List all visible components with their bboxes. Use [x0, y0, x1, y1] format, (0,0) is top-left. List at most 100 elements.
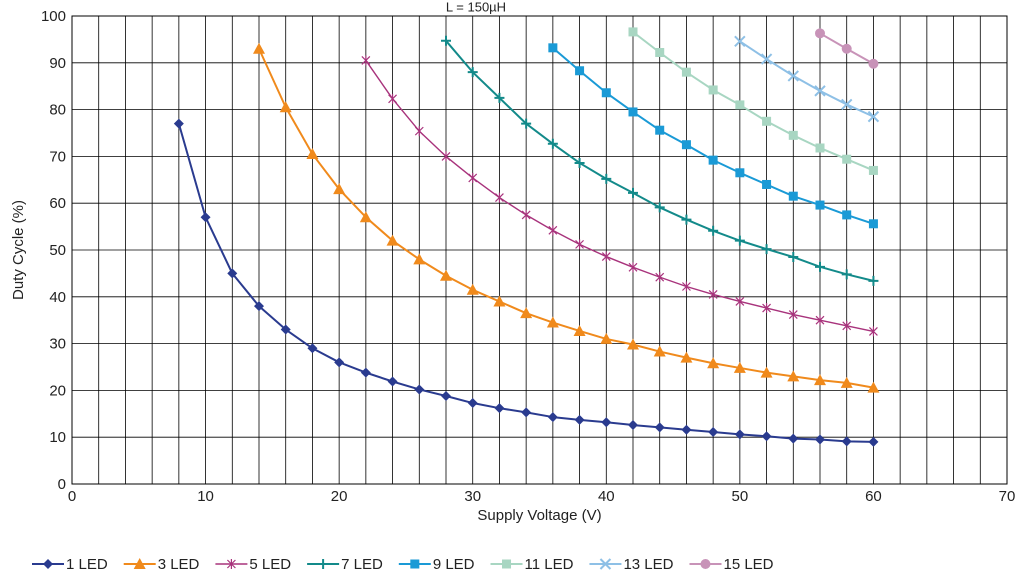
legend-item-11-led: 11 LED	[490, 556, 574, 573]
series-group	[173, 27, 880, 447]
data-point-5-led	[361, 55, 371, 66]
data-point-9-led	[868, 219, 878, 229]
data-point-7-led	[761, 244, 772, 255]
data-point-9-led	[762, 179, 772, 189]
data-point-15-led	[868, 58, 879, 69]
data-point-3-led	[413, 253, 426, 265]
data-point-3-led	[814, 374, 826, 386]
data-point-3-led	[546, 316, 559, 328]
data-point-3-led	[787, 370, 800, 382]
data-point-1-led	[681, 424, 692, 435]
data-point-1-led	[414, 384, 425, 395]
y-tick-label: 40	[49, 289, 66, 306]
data-point-1-led	[360, 367, 371, 378]
data-point-13-led	[734, 35, 746, 47]
data-point-1-led	[334, 357, 345, 368]
y-tick-label: 10	[49, 429, 66, 446]
data-point-9-led	[735, 168, 745, 178]
series-9-led	[548, 43, 878, 229]
data-point-15-led	[841, 43, 852, 54]
data-point-1-led	[654, 422, 665, 433]
data-point-5-led	[441, 151, 451, 162]
legend-swatch-marker	[502, 559, 512, 569]
data-point-13-led	[814, 85, 826, 97]
series-3-led	[253, 42, 880, 393]
data-point-3-led	[733, 361, 746, 373]
data-point-3-led	[840, 376, 853, 388]
data-point-7-led	[467, 67, 478, 78]
data-point-1-led	[708, 427, 719, 438]
data-point-5-led	[762, 303, 771, 314]
data-point-3-led	[386, 234, 399, 246]
legend-item-1-led: 1 LED	[32, 556, 108, 573]
legend: 1 LED 3 LED 5 LED 7 LED 9 LED 11 LED 13 LED 15 …	[32, 556, 774, 573]
legend-swatch-marker	[226, 559, 236, 569]
data-point-7-led	[521, 118, 532, 129]
data-point-3-led	[520, 307, 533, 319]
data-point-3-led	[707, 357, 720, 369]
data-point-1-led	[494, 403, 505, 414]
legend-swatch-marker	[133, 558, 146, 569]
data-point-3-led	[333, 183, 346, 195]
data-point-5-led	[788, 309, 798, 320]
data-point-11-led	[842, 154, 852, 164]
data-point-3-led	[253, 42, 265, 54]
x-tick-label: 60	[865, 488, 882, 505]
data-point-5-led	[815, 315, 825, 326]
data-point-3-led	[680, 351, 693, 363]
x-tick-label: 30	[464, 488, 481, 505]
data-point-1-led	[387, 376, 398, 387]
data-point-11-led	[708, 85, 718, 95]
data-point-5-led	[735, 296, 745, 307]
legend-label: 15 LED	[723, 556, 773, 573]
data-point-7-led	[708, 225, 719, 236]
legend-swatch-marker	[410, 559, 420, 569]
legend-label: 3 LED	[158, 556, 200, 573]
data-point-9-led	[708, 155, 718, 165]
y-tick-label: 60	[49, 195, 66, 212]
data-point-13-led	[867, 110, 880, 123]
y-tick-label: 90	[49, 55, 66, 72]
data-point-3-led	[440, 269, 452, 281]
data-point-5-led	[869, 326, 878, 337]
data-point-11-led	[868, 165, 878, 175]
data-point-1-led	[574, 414, 585, 425]
data-point-3-led	[627, 338, 639, 350]
data-point-9-led	[575, 66, 585, 76]
y-tick-label: 100	[41, 8, 66, 25]
y-axis-title: Duty Cycle (%)	[10, 200, 27, 300]
data-point-7-led	[868, 275, 879, 286]
data-point-9-led	[788, 191, 798, 201]
data-point-5-led	[575, 239, 584, 250]
x-tick-label: 70	[999, 488, 1016, 505]
legend-item-13-led: 13 LED	[589, 556, 674, 573]
data-point-1-led	[521, 407, 532, 418]
data-point-1-led	[280, 324, 291, 335]
data-point-5-led	[601, 251, 611, 262]
data-point-11-led	[815, 143, 825, 153]
data-point-11-led	[681, 67, 691, 77]
y-axis-ticks: 0 10 20 30 40 50 60 70 80 90 100	[41, 8, 66, 493]
data-point-3-led	[279, 101, 292, 113]
x-axis-ticks: 0 10 20 30 40 50 60 70	[68, 488, 1016, 505]
legend-item-5-led: 5 LED	[215, 556, 291, 573]
data-point-1-led	[628, 420, 638, 431]
chart-title: L = 150µH	[446, 0, 506, 15]
x-tick-label: 10	[197, 488, 214, 505]
legend-item-15-led: 15 LED	[689, 556, 774, 573]
data-point-5-led	[521, 209, 531, 220]
series-13-led	[734, 35, 880, 123]
data-point-5-led	[414, 126, 424, 137]
legend-swatch-marker	[599, 558, 612, 570]
legend-swatch-marker	[700, 559, 711, 569]
data-point-5-led	[655, 272, 665, 283]
data-point-11-led	[762, 116, 772, 126]
data-point-7-led	[628, 187, 638, 198]
data-point-3-led	[867, 381, 880, 393]
data-point-3-led	[600, 332, 613, 344]
data-point-9-led	[681, 140, 691, 150]
data-point-7-led	[574, 157, 585, 168]
y-tick-label: 30	[49, 336, 66, 353]
data-point-13-led	[841, 98, 853, 111]
y-tick-label: 20	[49, 382, 66, 399]
